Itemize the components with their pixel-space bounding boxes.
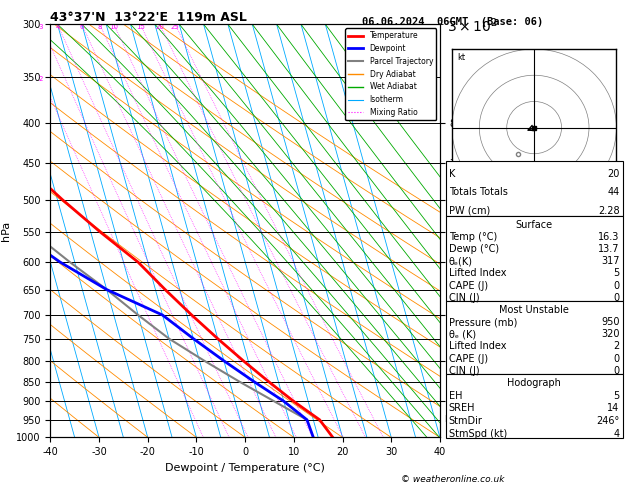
- Text: 2: 2: [39, 76, 43, 83]
- Text: Lifted Index: Lifted Index: [448, 341, 506, 351]
- Text: 0: 0: [613, 365, 620, 376]
- Y-axis label: km
ASL: km ASL: [504, 222, 525, 240]
- Text: 0: 0: [613, 353, 620, 364]
- Text: K: K: [448, 169, 455, 178]
- Text: Pressure (mb): Pressure (mb): [448, 317, 517, 327]
- Text: 0: 0: [613, 280, 620, 291]
- Text: CIN (J): CIN (J): [448, 293, 479, 303]
- Text: StmDir: StmDir: [448, 416, 482, 426]
- Text: 44: 44: [608, 187, 620, 197]
- Y-axis label: hPa: hPa: [1, 221, 11, 241]
- Text: θₑ(K): θₑ(K): [448, 256, 473, 266]
- Text: 06.06.2024  06GMT  (Base: 06): 06.06.2024 06GMT (Base: 06): [362, 17, 543, 27]
- Text: CAPE (J): CAPE (J): [448, 353, 488, 364]
- Text: 5: 5: [613, 391, 620, 401]
- Text: PW (cm): PW (cm): [448, 206, 490, 216]
- Text: 5: 5: [613, 268, 620, 278]
- Text: StmSpd (kt): StmSpd (kt): [448, 429, 507, 439]
- Text: 10: 10: [109, 24, 118, 30]
- Text: 4: 4: [55, 24, 60, 30]
- Text: θₑ (K): θₑ (K): [448, 329, 476, 339]
- Text: 13.7: 13.7: [598, 244, 620, 254]
- Text: 8: 8: [97, 24, 102, 30]
- Text: 2: 2: [613, 341, 620, 351]
- Text: kt: kt: [457, 52, 465, 62]
- Text: 20: 20: [607, 169, 620, 178]
- Text: Lifted Index: Lifted Index: [448, 268, 506, 278]
- Text: 25: 25: [170, 24, 179, 30]
- Text: 4: 4: [613, 429, 620, 439]
- Text: 320: 320: [601, 329, 620, 339]
- Text: 6: 6: [79, 24, 84, 30]
- Text: 20: 20: [155, 24, 164, 30]
- Text: 43°37'N  13°22'E  119m ASL: 43°37'N 13°22'E 119m ASL: [50, 11, 247, 24]
- Text: CIN (J): CIN (J): [448, 365, 479, 376]
- Text: Dewp (°C): Dewp (°C): [448, 244, 499, 254]
- Text: 2.28: 2.28: [598, 206, 620, 216]
- Text: 16.3: 16.3: [598, 232, 620, 242]
- Legend: Temperature, Dewpoint, Parcel Trajectory, Dry Adiabat, Wet Adiabat, Isotherm, Mi: Temperature, Dewpoint, Parcel Trajectory…: [345, 28, 436, 120]
- X-axis label: Dewpoint / Temperature (°C): Dewpoint / Temperature (°C): [165, 463, 325, 473]
- Text: CAPE (J): CAPE (J): [448, 280, 488, 291]
- Text: 950: 950: [601, 317, 620, 327]
- Text: Surface: Surface: [516, 220, 553, 230]
- Text: 3: 3: [38, 24, 43, 30]
- Text: SREH: SREH: [448, 403, 476, 414]
- Text: 15: 15: [136, 24, 145, 30]
- Text: 246°: 246°: [596, 416, 620, 426]
- Text: Hodograph: Hodograph: [507, 378, 561, 388]
- Text: Temp (°C): Temp (°C): [448, 232, 497, 242]
- Text: © weatheronline.co.uk: © weatheronline.co.uk: [401, 474, 504, 484]
- Text: EH: EH: [448, 391, 462, 401]
- Text: 0: 0: [613, 293, 620, 303]
- Text: 14: 14: [608, 403, 620, 414]
- Text: Mixing Ratio (g/kg): Mixing Ratio (g/kg): [471, 191, 480, 271]
- Text: 317: 317: [601, 256, 620, 266]
- Text: LCL: LCL: [444, 416, 459, 424]
- Text: Most Unstable: Most Unstable: [499, 305, 569, 315]
- Text: Totals Totals: Totals Totals: [448, 187, 508, 197]
